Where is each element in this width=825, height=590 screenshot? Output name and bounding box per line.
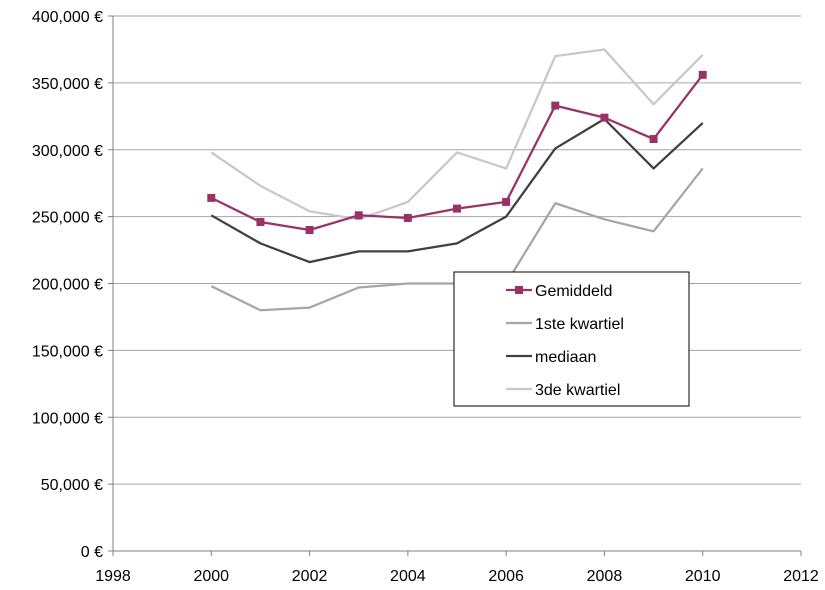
data-point <box>354 211 363 220</box>
data-point <box>698 70 707 79</box>
data-point <box>502 197 511 206</box>
x-tick-label: 2006 <box>488 568 524 585</box>
series-line-3 <box>210 48 704 221</box>
y-tick-label: 150,000 € <box>32 343 103 360</box>
legend-box <box>453 271 690 407</box>
data-point <box>600 113 609 122</box>
data-point <box>256 217 265 226</box>
legend-label: mediaan <box>535 349 596 366</box>
x-tick-label: 2012 <box>783 568 819 585</box>
data-point <box>207 193 216 202</box>
y-tick-label: 250,000 € <box>32 210 103 227</box>
data-point <box>305 226 314 234</box>
legend: Gemiddeld 1ste kwartiel mediaan 3de kwartie… <box>453 271 690 407</box>
legend-label: Gemiddeld <box>535 283 612 300</box>
data-point <box>649 135 658 144</box>
legend-label: 3de kwartiel <box>535 382 620 399</box>
legend-entry: 1ste kwartiel <box>506 316 624 333</box>
data-point <box>403 213 412 222</box>
data-point <box>453 204 461 213</box>
legend-marker <box>515 286 523 294</box>
legend-entry: mediaan <box>506 349 596 366</box>
x-tick-label: 2004 <box>390 568 426 585</box>
y-tick-label: 100,000 € <box>32 410 103 427</box>
series-lines <box>207 48 707 312</box>
y-tick-label: 400,000 € <box>32 9 103 26</box>
x-tick-label: 2008 <box>587 568 623 585</box>
legend-entry: 3de kwartiel <box>506 382 620 399</box>
axes: 0 € 50,000 € 100,000 € 150,000 € 200,000 € 25… <box>32 9 819 585</box>
legend-entry: Gemiddeld <box>506 283 612 300</box>
legend-label: 1ste kwartiel <box>535 316 624 333</box>
y-tick-label: 300,000 € <box>32 143 103 160</box>
y-tick-label: 200,000 € <box>32 277 103 294</box>
y-tick-label: 0 € <box>81 544 103 561</box>
x-tick-label: 2002 <box>292 568 328 585</box>
x-tick-label: 1998 <box>95 568 131 585</box>
series-line-2 <box>210 117 704 264</box>
y-tick-label: 50,000 € <box>41 477 103 494</box>
gridlines <box>113 15 801 485</box>
y-tick-label: 350,000 € <box>32 76 103 93</box>
x-tick-label: 2000 <box>193 568 229 585</box>
x-tick-label: 2010 <box>685 568 721 585</box>
data-point <box>551 101 560 110</box>
